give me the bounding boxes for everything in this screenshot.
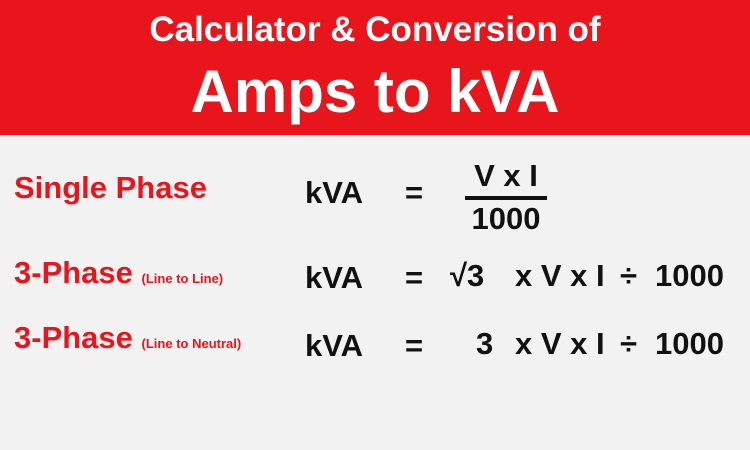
product: x V x I xyxy=(515,258,605,293)
row-qualifier: (Line to Line) xyxy=(141,271,224,286)
row-label-text: 3-Phase xyxy=(14,320,133,355)
fraction-bar xyxy=(465,196,547,200)
row-lhs: kVA xyxy=(305,175,364,210)
numerator: V x I xyxy=(474,158,538,193)
divide-sign: ÷ xyxy=(620,326,638,361)
row-label: Single Phase xyxy=(14,170,207,205)
divide-sign: ÷ xyxy=(620,258,638,293)
header-title: Amps to kVA xyxy=(190,58,560,125)
denominator: 1000 xyxy=(471,201,541,236)
row-lhs: kVA xyxy=(305,328,364,363)
row-qualifier: (Line to Neutral) xyxy=(141,336,242,351)
header-banner xyxy=(0,0,750,135)
row-label: 3-Phase (Line to Neutral) xyxy=(14,322,241,353)
row-label-text: 3-Phase xyxy=(14,255,133,290)
factor: √3 xyxy=(450,258,485,293)
row-equals: = xyxy=(405,175,424,210)
row-label: 3-Phase (Line to Line) xyxy=(14,257,223,288)
factor: 3 xyxy=(476,326,494,361)
divisor: 1000 xyxy=(655,326,724,361)
row-equals: = xyxy=(405,328,424,363)
row-equals: = xyxy=(405,260,424,295)
row-lhs: kVA xyxy=(305,260,364,295)
product: x V x I xyxy=(515,326,605,361)
header-line1: Calculator & Conversion of xyxy=(149,10,601,49)
divisor: 1000 xyxy=(655,258,724,293)
